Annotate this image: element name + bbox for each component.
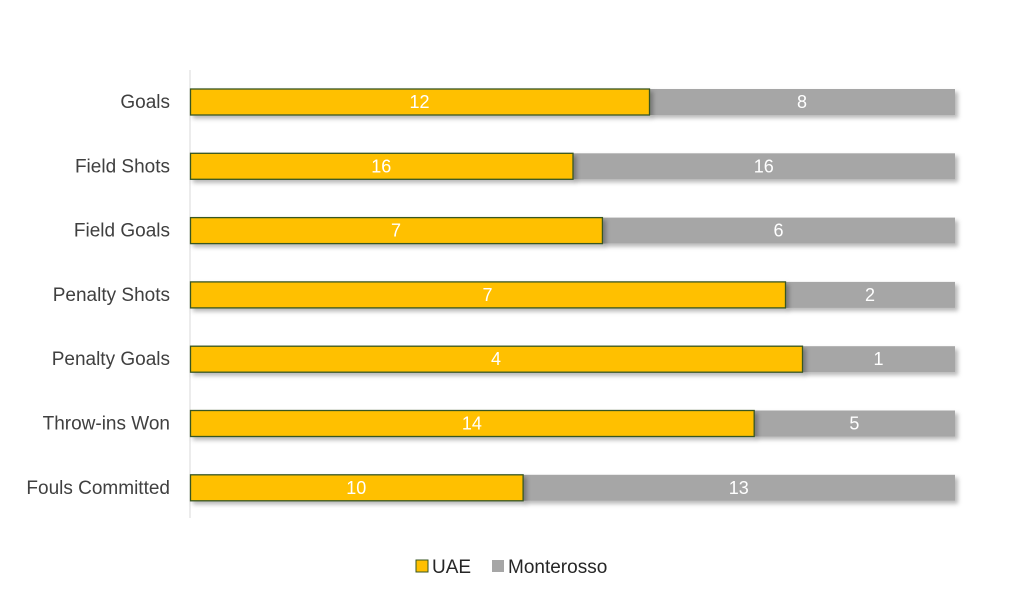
bar-monterosso-goals: [649, 89, 955, 115]
legend-label-monterosso: Monterosso: [508, 557, 607, 578]
bar-monterosso-field-shots: [572, 153, 955, 180]
bar-monterosso-throw-ins-won: [753, 410, 955, 437]
category-label-penalty-goals: Penalty Goals: [52, 349, 170, 370]
data-label-monterosso-penalty-goals: 1: [873, 349, 883, 369]
data-label-monterosso-goals: 8: [797, 92, 807, 112]
legend-swatch-monterosso: [492, 560, 504, 572]
bar-uae-field-shots: [189, 152, 574, 180]
bar-uae-fouls-committed: [189, 474, 524, 502]
legend: UAE Monterosso: [415, 557, 607, 578]
data-label-monterosso-penalty-shots: 2: [865, 285, 875, 305]
category-label-field-shots: Field Shots: [75, 156, 170, 177]
legend-label-uae: UAE: [432, 557, 471, 578]
bar-monterosso-penalty-goals: [802, 346, 955, 373]
data-label-monterosso-throw-ins-won: 5: [849, 414, 859, 434]
category-label-goals: Goals: [120, 92, 170, 113]
data-label-uae-throw-ins-won: 14: [462, 414, 482, 434]
category-label-penalty-shots: Penalty Shots: [53, 285, 170, 306]
data-label-uae-goals: 12: [409, 92, 429, 112]
bar-uae-goals: [189, 88, 651, 116]
data-label-monterosso-fouls-committed: 13: [729, 478, 749, 498]
data-label-uae-fouls-committed: 10: [346, 478, 366, 498]
bar-uae-penalty-shots: [189, 281, 787, 309]
legend-swatch-uae: [415, 559, 429, 573]
bar-uae-throw-ins-won: [189, 409, 755, 438]
bar-monterosso-fouls-committed: [522, 474, 955, 501]
data-label-uae-penalty-goals: 4: [491, 349, 501, 369]
category-label-fouls-committed: Fouls Committed: [26, 478, 170, 499]
bar-monterosso-field-goals: [601, 217, 955, 244]
bar-uae-field-goals: [189, 216, 604, 245]
data-label-monterosso-field-goals: 6: [773, 221, 783, 241]
bar-uae-penalty-goals: [189, 345, 804, 373]
bar-monterosso-penalty-shots: [785, 281, 955, 308]
data-label-uae-field-goals: 7: [391, 221, 401, 241]
data-label-monterosso-field-shots: 16: [754, 156, 774, 176]
data-label-uae-penalty-shots: 7: [482, 285, 492, 305]
data-label-uae-field-shots: 16: [371, 156, 391, 176]
category-label-field-goals: Field Goals: [74, 221, 170, 242]
category-label-throw-ins-won: Throw-ins Won: [43, 414, 170, 435]
